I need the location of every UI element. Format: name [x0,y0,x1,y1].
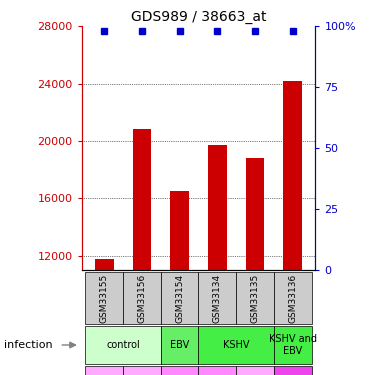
Title: GDS989 / 38663_at: GDS989 / 38663_at [131,10,266,24]
Bar [132,129,151,270]
Text: GSM33155: GSM33155 [100,273,109,323]
Text: KSHV: KSHV [223,340,249,350]
Bar [246,158,265,270]
Text: GSM33136: GSM33136 [288,273,297,323]
Text: infection: infection [4,340,52,350]
Text: KSHV and
EBV: KSHV and EBV [269,334,317,356]
Text: GSM33154: GSM33154 [175,274,184,322]
Text: GSM33135: GSM33135 [250,273,260,323]
Text: GSM33134: GSM33134 [213,274,222,322]
Text: control: control [106,340,140,350]
Text: EBV: EBV [170,340,189,350]
Bar [283,81,302,270]
Bar [95,258,114,270]
Bar [170,191,189,270]
Text: GSM33156: GSM33156 [137,273,147,323]
Bar [208,145,227,270]
